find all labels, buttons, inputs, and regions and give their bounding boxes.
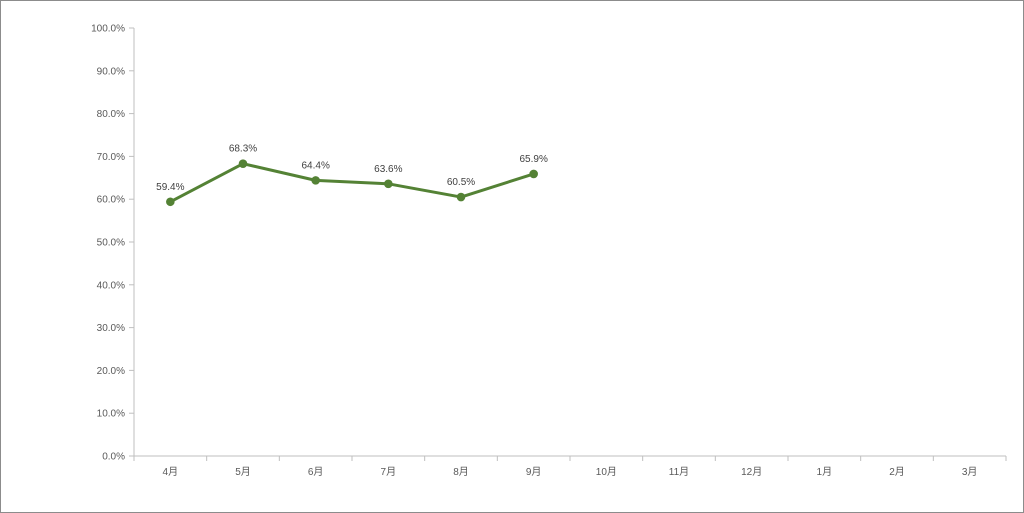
data-point	[384, 179, 393, 189]
x-tick-label: 12月	[741, 466, 762, 478]
y-tick-label: 20.0%	[97, 366, 125, 377]
x-tick-label: 11月	[669, 466, 689, 478]
x-tick-label: 9月	[526, 466, 542, 478]
y-tick-label: 90.0%	[97, 66, 125, 77]
x-tick-label: 6月	[308, 466, 324, 478]
x-tick-label: 7月	[381, 466, 397, 478]
data-label: 64.4%	[301, 160, 329, 171]
data-point	[166, 197, 175, 207]
y-tick-label: 50.0%	[97, 238, 125, 249]
y-tick-label: 60.0%	[97, 195, 125, 206]
y-tick-label: 80.0%	[97, 109, 125, 120]
x-tick-label: 10月	[596, 466, 617, 478]
y-tick-label: 100.0%	[91, 24, 125, 35]
x-tick-label: 8月	[453, 466, 469, 478]
data-point	[529, 169, 538, 179]
x-tick-label: 1月	[817, 466, 833, 478]
data-label: 68.3%	[229, 144, 257, 155]
data-point	[311, 176, 320, 185]
y-tick-label: 10.0%	[97, 409, 125, 420]
data-label: 59.4%	[156, 182, 184, 193]
data-label: 60.5%	[447, 177, 475, 188]
data-label: 65.9%	[519, 154, 547, 165]
x-tick-label: 2月	[889, 466, 905, 478]
y-tick-label: 70.0%	[97, 152, 125, 163]
x-tick-label: 5月	[235, 466, 251, 478]
series-line	[168, 162, 536, 204]
y-tick-label: 0.0%	[102, 452, 125, 463]
x-tick-label: 3月	[962, 466, 978, 478]
x-tick-label: 4月	[163, 466, 179, 478]
data-label: 63.6%	[374, 164, 402, 175]
y-tick-label: 40.0%	[97, 280, 125, 291]
y-tick-label: 30.0%	[97, 323, 125, 334]
data-point	[238, 159, 248, 168]
data-point	[456, 192, 466, 202]
